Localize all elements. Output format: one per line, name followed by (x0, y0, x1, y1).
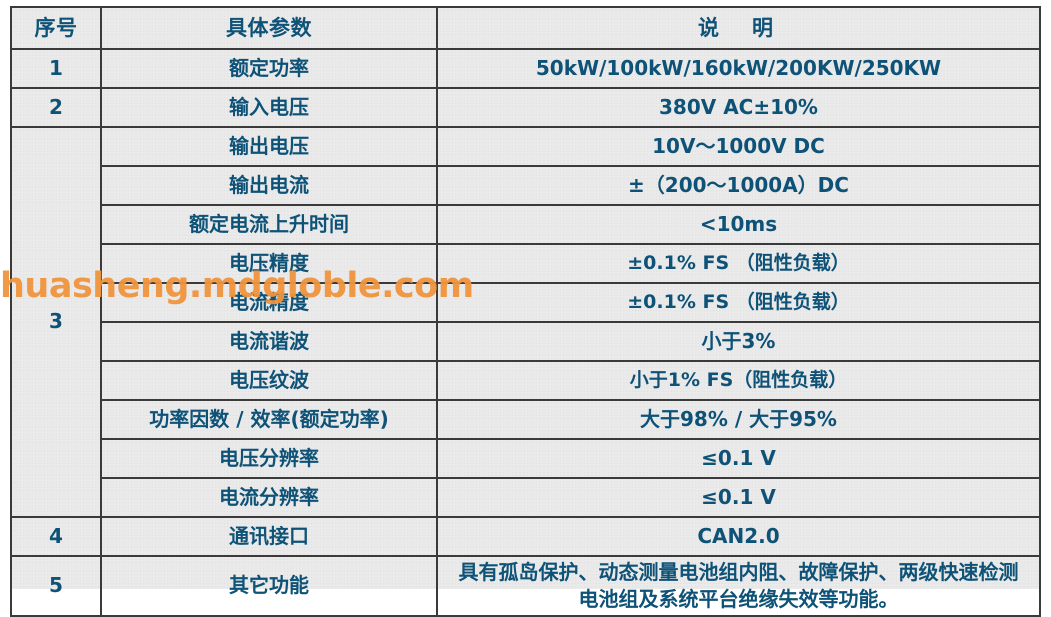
table-row: 电流谐波 小于3% (11, 321, 1041, 362)
column-header-param: 具体参数 (100, 6, 438, 50)
cell-param: 电压分辨率 (100, 438, 438, 479)
cell-param: 输出电流 (100, 165, 438, 206)
cell-desc: 10V～1000V DC (436, 126, 1041, 167)
cell-param: 输入电压 (100, 87, 438, 128)
table-row: 电流分辨率 ≤0.1 V (11, 477, 1041, 518)
cell-param: 输出电压 (100, 126, 438, 167)
cell-seq: 2 (10, 87, 102, 128)
cell-param: 额定功率 (100, 48, 438, 89)
cell-param: 电压纹波 (100, 360, 438, 401)
cell-desc: ≤0.1 V (436, 477, 1041, 518)
table-row: 2 输入电压 380V AC±10% (10, 87, 1041, 128)
column-header-seq: 序号 (10, 6, 102, 50)
cell-desc: ±0.1% FS （阻性负载） (436, 243, 1041, 284)
spec-table: 序号 具体参数 说 明 1 额定功率 50kW/100kW/160kW/200K… (10, 6, 1041, 617)
cell-seq: 1 (10, 48, 102, 89)
table-row: 4 通讯接口 CAN2.0 (10, 516, 1041, 557)
cell-seq: 5 (10, 555, 102, 617)
table-header-row: 序号 具体参数 说 明 (10, 6, 1041, 50)
cell-desc: ±0.1% FS （阻性负载） (436, 282, 1041, 323)
cell-param: 电流分辨率 (100, 477, 438, 518)
cell-param: 其它功能 (100, 555, 438, 617)
cell-seq: 4 (10, 516, 102, 557)
cell-param: 额定电流上升时间 (100, 204, 438, 245)
table-row: 额定电流上升时间 <10ms (11, 204, 1041, 245)
cell-param: 电压精度 (100, 243, 438, 284)
table-row: 电流精度 ±0.1% FS （阻性负载） (11, 282, 1041, 323)
table-row: 电压分辨率 ≤0.1 V (11, 438, 1041, 479)
table-row: 电压纹波 小于1% FS（阻性负载） (11, 360, 1041, 401)
cell-desc: <10ms (436, 204, 1041, 245)
table-row: 电压精度 ±0.1% FS （阻性负载） (11, 243, 1041, 284)
cell-desc: 大于98% / 大于95% (436, 399, 1041, 440)
table-row: 5 其它功能 具有孤岛保护、动态测量电池组内阻、故障保护、两级快速检测电池组及系… (10, 555, 1041, 617)
spec-sheet: 序号 具体参数 说 明 1 额定功率 50kW/100kW/160kW/200K… (0, 6, 1041, 617)
cell-param: 电流精度 (100, 282, 438, 323)
spec-table-container: 序号 具体参数 说 明 1 额定功率 50kW/100kW/160kW/200K… (10, 6, 1041, 617)
cell-desc: 380V AC±10% (436, 87, 1041, 128)
cell-desc: 小于1% FS（阻性负载） (436, 360, 1041, 401)
cell-seq-merged: 3 (10, 126, 102, 518)
cell-param: 功率因数 / 效率(额定功率) (100, 399, 438, 440)
cell-desc: ≤0.1 V (436, 438, 1041, 479)
cell-desc: 具有孤岛保护、动态测量电池组内阻、故障保护、两级快速检测电池组及系统平台绝缘失效… (436, 555, 1041, 617)
cell-desc: ±（200～1000A）DC (436, 165, 1041, 206)
cell-param: 电流谐波 (100, 321, 438, 362)
table-row: 3 输出电压 10V～1000V DC (10, 126, 1041, 518)
cell-desc: CAN2.0 (436, 516, 1041, 557)
cell-desc: 小于3% (436, 321, 1041, 362)
table-row: 功率因数 / 效率(额定功率) 大于98% / 大于95% (11, 399, 1041, 440)
cell-desc: 50kW/100kW/160kW/200KW/250KW (436, 48, 1041, 89)
table-row: 输出电流 ±（200～1000A）DC (11, 165, 1041, 206)
cell-param: 通讯接口 (100, 516, 438, 557)
table-row: 1 额定功率 50kW/100kW/160kW/200KW/250KW (10, 48, 1041, 89)
column-header-desc: 说 明 (436, 6, 1041, 50)
